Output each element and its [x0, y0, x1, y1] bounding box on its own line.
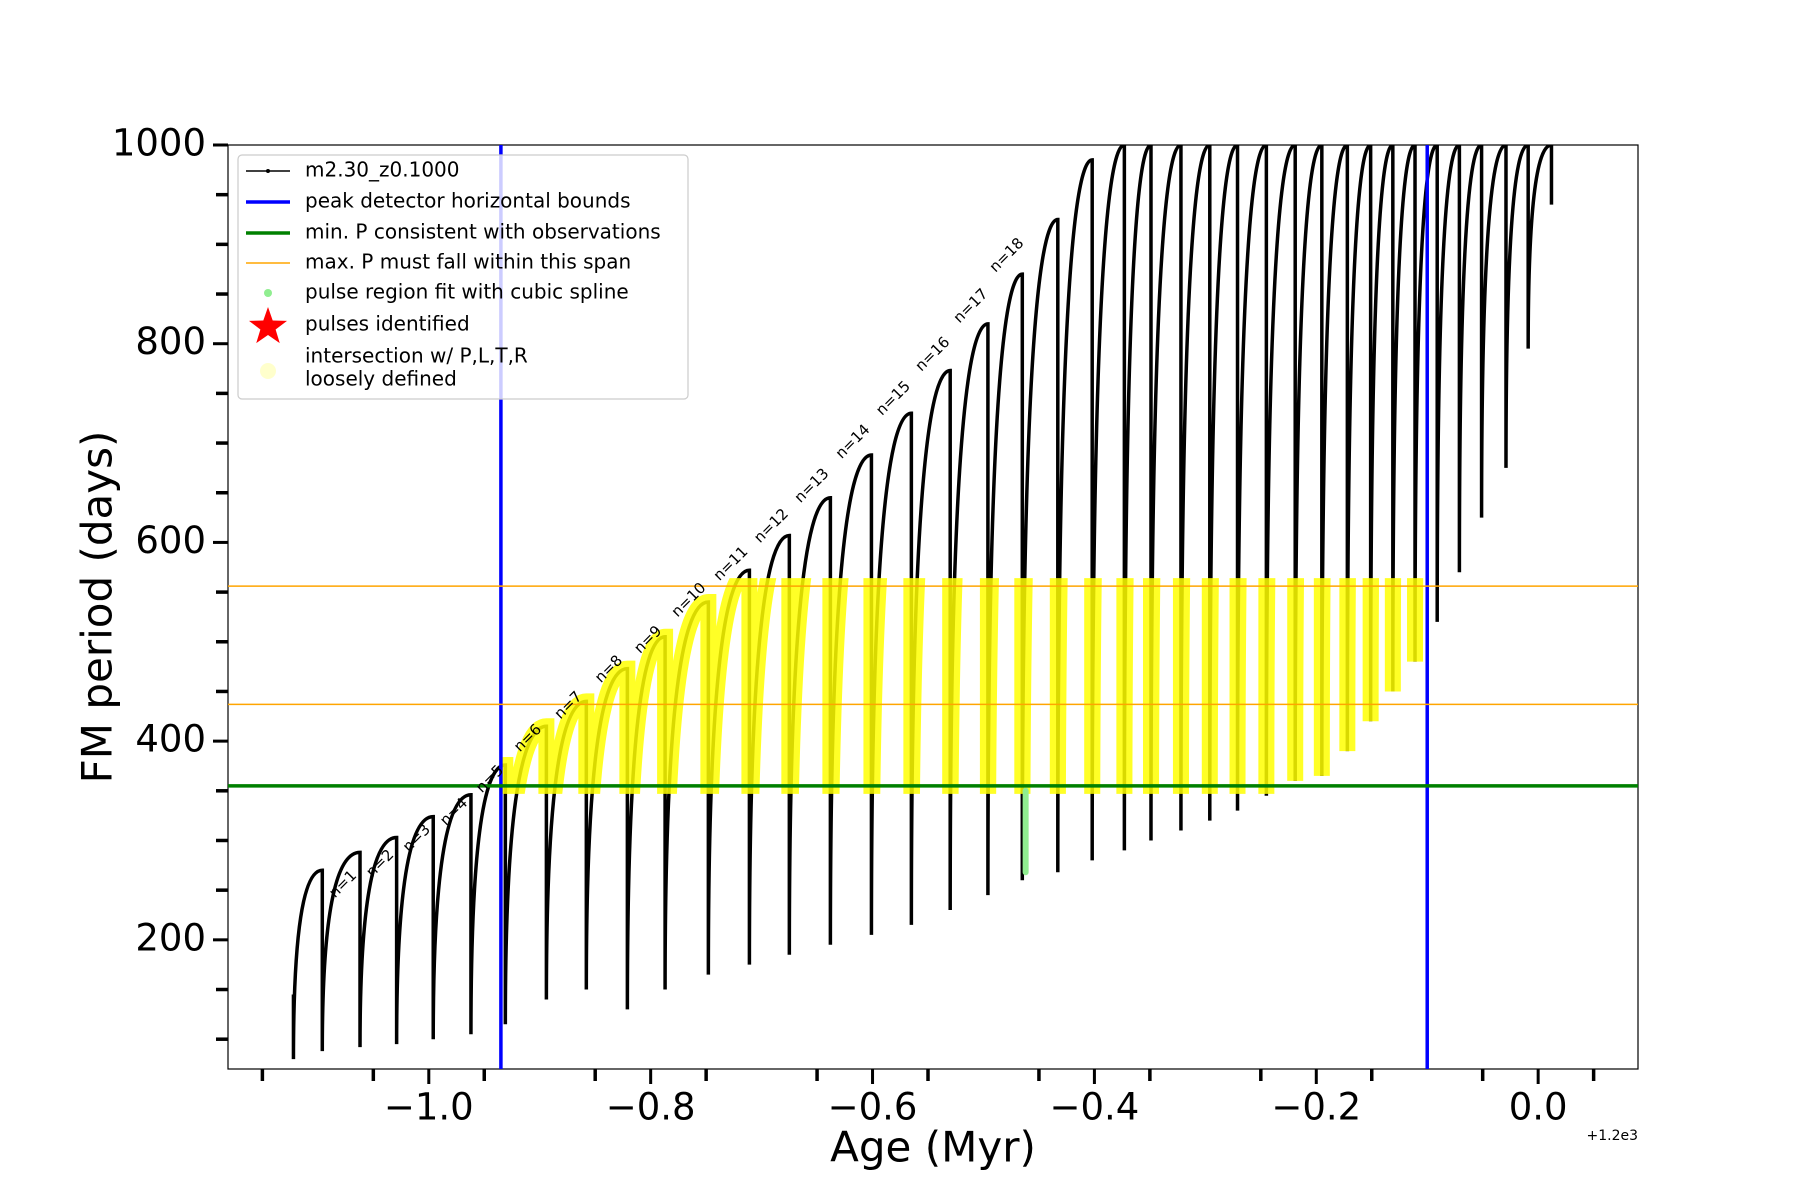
annotation: n=18	[986, 234, 1028, 276]
annotation: n=11	[710, 542, 752, 584]
legend-text: loosely defined	[305, 367, 457, 391]
legend-text: pulse region fit with cubic spline	[305, 280, 629, 304]
y-tick-label: 400	[135, 718, 206, 761]
annotation: n=4	[436, 794, 471, 829]
y-axis-label: FM period (days)	[73, 431, 122, 784]
legend-text: m2.30_z0.1000	[305, 158, 460, 182]
annotation: n=3	[399, 820, 434, 855]
x-tick-label: −0.6	[828, 1086, 918, 1129]
y-tick-label: 1000	[112, 122, 206, 165]
legend-text: peak detector horizontal bounds	[305, 189, 631, 213]
y-tick-label: 800	[135, 320, 206, 363]
legend-text: max. P must fall within this span	[305, 250, 631, 274]
legend-marker	[248, 307, 288, 344]
x-tick-label: −0.4	[1049, 1086, 1139, 1129]
plot-frame	[227, 144, 1639, 1070]
highlight-group	[500, 578, 1424, 794]
y-tick-label: 200	[135, 916, 206, 959]
legend-marker	[266, 169, 270, 173]
legend-text: pulses identified	[305, 312, 470, 336]
legend-text: min. P consistent with observations	[305, 220, 661, 244]
legend-box	[237, 154, 689, 400]
legend-text: intersection w/ P,L,T,R	[305, 344, 528, 368]
plot-area	[228, 145, 1638, 1069]
x-tick-label: −0.8	[606, 1086, 696, 1129]
x-tick-label: −0.2	[1271, 1086, 1361, 1129]
x-tick-label: 0.0	[1509, 1086, 1568, 1129]
legend-marker	[264, 289, 272, 297]
x-axis-label: Age (Myr)	[830, 1123, 1036, 1172]
highlight	[500, 578, 1424, 794]
annotation: n=1	[325, 866, 360, 901]
legend-marker	[260, 363, 276, 379]
annotation: n=17	[950, 285, 992, 327]
y-tick-label: 600	[135, 519, 206, 562]
x-tick-label: −1.0	[384, 1086, 474, 1129]
annotation: n=12	[750, 505, 792, 547]
annotation: n=16	[911, 333, 953, 375]
x-offset-label: +1.2e3	[1586, 1128, 1638, 1144]
annotation: n=2	[362, 846, 397, 881]
